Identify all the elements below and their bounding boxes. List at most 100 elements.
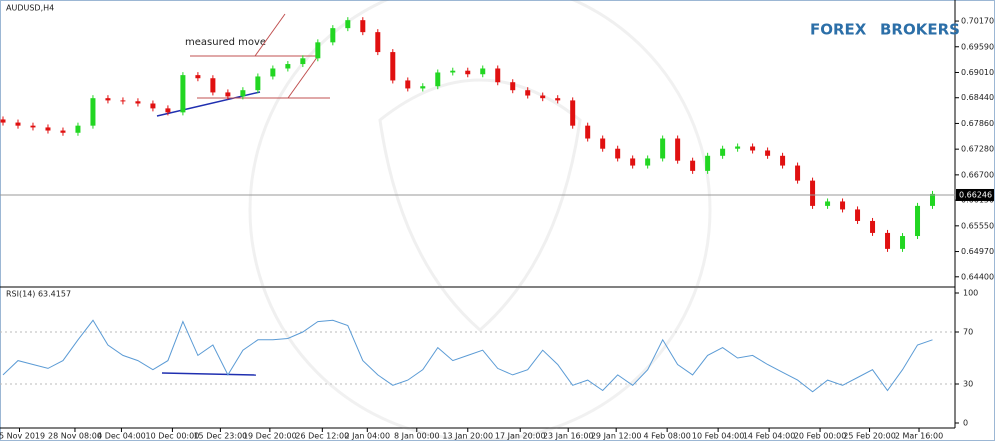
y-tick-label: 0.64970	[961, 247, 994, 256]
x-tick-label: 25 Nov 2019	[0, 432, 45, 441]
candle-body	[180, 75, 186, 113]
candle-body	[585, 125, 591, 139]
candle-body	[675, 138, 681, 161]
candle-body	[285, 64, 291, 69]
x-tick-label: 10 Feb 04:00	[692, 432, 744, 441]
candle-body	[255, 76, 261, 91]
candle-body	[270, 68, 276, 77]
candle-body	[795, 165, 801, 181]
x-tick-label: 25 Feb 20:00	[843, 432, 895, 441]
x-tick-label: 28 Nov 08:00	[48, 432, 102, 441]
y-tick-label: 0.68440	[961, 93, 994, 102]
candle-body	[600, 138, 606, 149]
candle-body	[405, 80, 411, 89]
candle-body	[720, 148, 726, 156]
candle-body	[465, 70, 471, 75]
x-tick-label: 4 Feb 08:00	[643, 432, 690, 441]
candle-body	[45, 127, 51, 131]
candle-body	[885, 232, 891, 249]
current-price-label: 0.66246	[959, 190, 992, 199]
candle-body	[540, 95, 546, 99]
x-tick-label: 4 Dec 04:00	[97, 432, 146, 441]
candle-body	[30, 125, 36, 128]
y-tick-label: 0.67860	[961, 119, 994, 128]
y-tick-label: 0.66700	[961, 170, 994, 179]
logo-left: FOREX	[810, 21, 867, 39]
candle-body	[105, 98, 111, 101]
candle-body	[855, 209, 861, 221]
candle-body	[60, 130, 66, 133]
candle-body	[315, 42, 321, 59]
candle-body	[645, 158, 651, 166]
candle-body	[90, 98, 96, 126]
candle-body	[165, 108, 171, 113]
symbol-label: AUDUSD,H4	[6, 4, 54, 13]
candle-body	[690, 160, 696, 171]
y-tick-label: 100	[963, 289, 978, 298]
logo-right: BROKERS	[880, 21, 960, 39]
candle-body	[75, 125, 81, 133]
candle-body	[870, 220, 876, 233]
rsi-line	[2, 319, 933, 393]
y-tick-label: 0.70170	[961, 17, 994, 26]
x-tick-label: 15 Dec 23:00	[193, 432, 247, 441]
x-tick-label: 13 Jan 20:00	[442, 432, 493, 441]
y-tick-label: 0.67280	[961, 145, 994, 154]
y-tick-label: 70	[963, 328, 973, 337]
x-tick-label: 20 Feb 00:00	[794, 432, 846, 441]
candle-body	[705, 155, 711, 171]
candle-body	[300, 58, 306, 65]
candle-body	[660, 138, 666, 159]
candle-body	[435, 72, 441, 87]
candle-body	[900, 236, 906, 249]
candle-body	[735, 146, 741, 149]
candle-body	[825, 201, 831, 206]
candle-body	[225, 92, 231, 97]
candle-body	[510, 82, 516, 91]
rsi-label: RSI(14) 63.4157	[6, 290, 71, 299]
y-tick-label: 0.69590	[961, 42, 994, 51]
candle-body	[555, 98, 561, 101]
candle-body	[480, 68, 486, 75]
x-tick-label: 29 Jan 12:00	[591, 432, 642, 441]
x-tick-label: 14 Feb 04:00	[743, 432, 795, 441]
candle-body	[150, 103, 156, 109]
candle-body	[840, 201, 846, 210]
x-tick-label: 23 Jan 16:00	[543, 432, 594, 441]
candle-body	[450, 70, 456, 73]
candle-body	[615, 148, 621, 159]
candle-body	[810, 180, 816, 206]
x-tick-label: 2 Mar 16:00	[895, 432, 943, 441]
x-tick-label: 17 Jan 20:00	[495, 432, 546, 441]
current-price-box	[956, 188, 994, 201]
y-tick-label: 0	[963, 419, 968, 428]
candle-body	[195, 75, 201, 79]
candle-body	[375, 32, 381, 53]
x-tick-label: 10 Dec 00:00	[146, 432, 200, 441]
candle-body	[750, 146, 756, 151]
candle-body	[330, 28, 336, 43]
candle-body	[390, 52, 396, 81]
candle-body	[915, 205, 921, 237]
y-tick-label: 0.69010	[961, 68, 994, 77]
x-tick-label: 19 Dec 20:00	[243, 432, 297, 441]
candle-body	[0, 119, 6, 123]
candle-body	[630, 158, 636, 166]
candle-body	[930, 193, 936, 206]
candle-body	[240, 90, 246, 97]
candle-body	[525, 90, 531, 96]
watermark	[248, 0, 712, 441]
x-tick-label: 8 Jan 00:00	[394, 432, 440, 441]
candle-body	[120, 100, 126, 102]
candle-body	[495, 68, 501, 83]
candle-body	[135, 101, 141, 104]
candle-body	[345, 20, 351, 29]
candle-body	[765, 150, 771, 156]
candle-body	[360, 20, 366, 33]
candle-body	[210, 78, 216, 93]
y-tick-label: 0.65550	[961, 221, 994, 230]
y-tick-label: 0.64400	[961, 272, 994, 281]
annotation: measured move	[185, 37, 266, 48]
candle-body	[15, 122, 21, 126]
